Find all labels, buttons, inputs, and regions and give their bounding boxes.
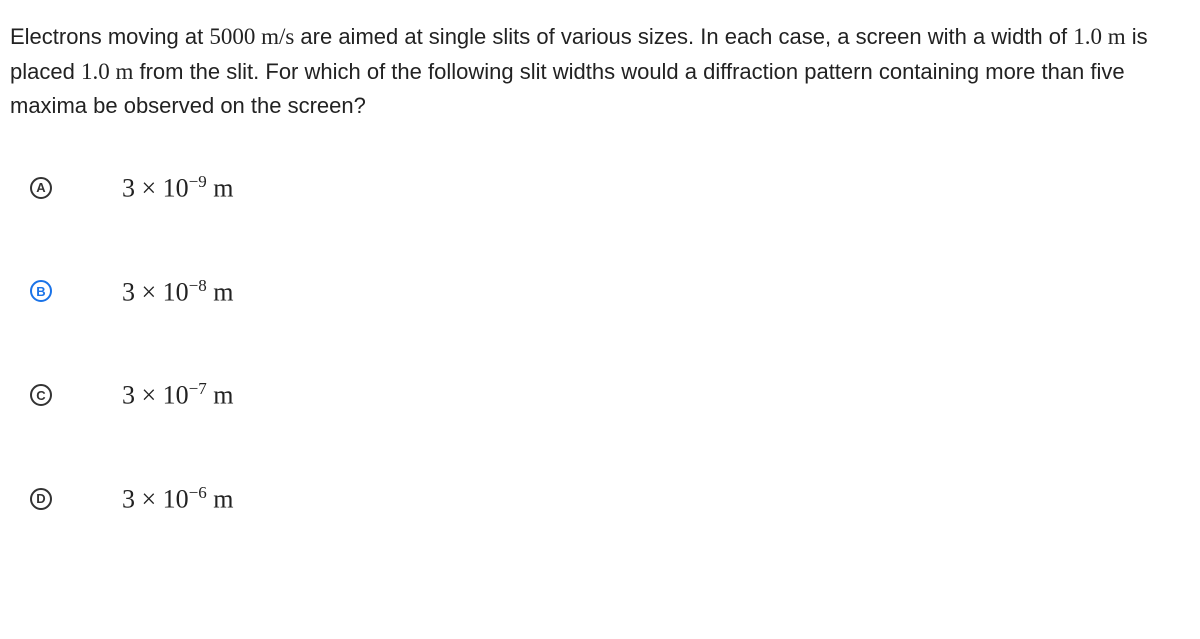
unit-b: m bbox=[213, 277, 233, 306]
exponent-c: −7 bbox=[189, 379, 207, 398]
unit-a: m bbox=[213, 174, 233, 203]
question-part-2: are aimed at single slits of various siz… bbox=[294, 24, 1073, 49]
option-value-d: 3 × 10−6 m bbox=[122, 483, 234, 515]
exponent-b: −8 bbox=[189, 276, 207, 295]
coefficient-a: 3 bbox=[122, 174, 135, 203]
exponent-a: −9 bbox=[189, 172, 207, 191]
option-letter-c: C bbox=[30, 384, 52, 406]
math-width: 1.0 m bbox=[1073, 24, 1125, 49]
exponent-d: −6 bbox=[189, 483, 207, 502]
question-part-1: Electrons moving at bbox=[10, 24, 209, 49]
options-container: A 3 × 10−9 m B 3 × 10−8 m C 3 × 10−7 m D… bbox=[10, 172, 1190, 515]
option-value-c: 3 × 10−7 m bbox=[122, 379, 234, 411]
option-letter-b: B bbox=[30, 280, 52, 302]
math-distance: 1.0 m bbox=[81, 59, 133, 84]
option-row-b[interactable]: B 3 × 10−8 m bbox=[30, 276, 1190, 308]
option-value-a: 3 × 10−9 m bbox=[122, 172, 234, 204]
option-row-c[interactable]: C 3 × 10−7 m bbox=[30, 379, 1190, 411]
option-row-a[interactable]: A 3 × 10−9 m bbox=[30, 172, 1190, 204]
option-row-d[interactable]: D 3 × 10−6 m bbox=[30, 483, 1190, 515]
question-text: Electrons moving at 5000 m/s are aimed a… bbox=[10, 20, 1190, 122]
option-value-b: 3 × 10−8 m bbox=[122, 276, 234, 308]
question-part-4: from the slit. For which of the followin… bbox=[10, 59, 1125, 119]
coefficient-b: 3 bbox=[122, 277, 135, 306]
coefficient-d: 3 bbox=[122, 485, 135, 514]
unit-d: m bbox=[213, 485, 233, 514]
option-letter-a: A bbox=[30, 177, 52, 199]
math-velocity: 5000 m/s bbox=[209, 24, 294, 49]
option-letter-d: D bbox=[30, 488, 52, 510]
unit-c: m bbox=[213, 381, 233, 410]
coefficient-c: 3 bbox=[122, 381, 135, 410]
